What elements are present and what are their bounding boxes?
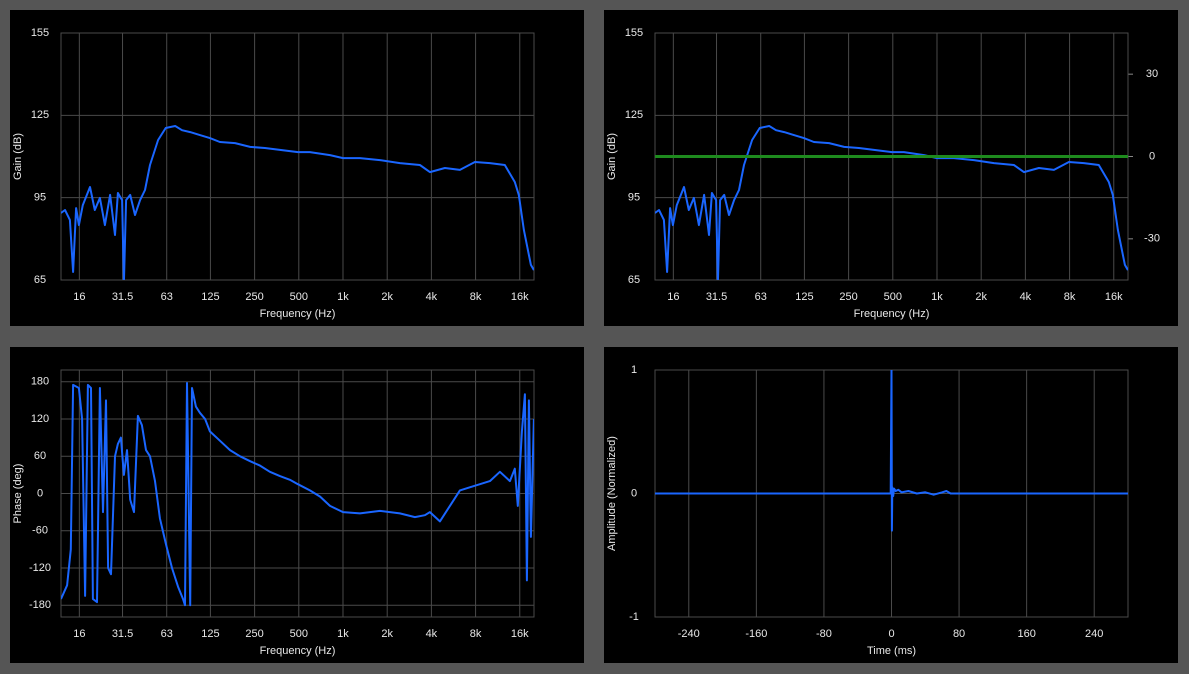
x-tick-label: 250 [839, 291, 857, 303]
x-tick-label: 16 [73, 291, 85, 303]
y-axis-label: Amplitude (Normalized) [606, 436, 618, 551]
x-tick-label: 63 [161, 628, 173, 640]
x-tick-label: 63 [161, 291, 173, 303]
x-tick-label: 1k [337, 291, 349, 303]
y-tick-label: 125 [31, 109, 49, 121]
x-tick-label: 80 [953, 628, 965, 640]
y-axis-label: Gain (dB) [12, 133, 24, 180]
x-tick-label: 16k [511, 628, 529, 640]
x-tick-label: 500 [290, 291, 308, 303]
x-tick-label: 500 [290, 628, 308, 640]
plot-frame [60, 369, 535, 618]
x-tick-label: 16k [511, 291, 529, 303]
panel-background [604, 10, 1178, 326]
y2-tick-label: -30 [1144, 233, 1160, 245]
x-tick-label: 63 [755, 291, 767, 303]
y-tick-label: 0 [37, 487, 43, 499]
y-tick-label: 180 [31, 376, 49, 388]
x-tick-label: 125 [795, 291, 813, 303]
x-tick-label: 1k [931, 291, 943, 303]
x-tick-label: -160 [745, 628, 767, 640]
chart-panel: 16 31.5 63 125 250 500 1k 2k 4k 8k 16k 155 125 95 65 30… [604, 10, 1178, 326]
y-tick-label: -60 [32, 525, 48, 537]
x-tick-label: 8k [470, 291, 482, 303]
x-tick-label: 240 [1085, 628, 1103, 640]
y2-tick-label: 30 [1146, 68, 1158, 80]
x-tick-label: 500 [884, 291, 902, 303]
x-axis-label: Frequency (Hz) [854, 308, 930, 320]
chart-panel: -240 -160 -80 0 80 160 240 1 0 -1 Time (ms) Amplitu… [604, 347, 1178, 663]
y-axis-label: Gain (dB) [606, 133, 618, 180]
x-tick-label: 31.5 [112, 628, 133, 640]
data-line [61, 382, 534, 607]
y-tick-label: 60 [34, 450, 46, 462]
x-tick-label: 0 [888, 628, 894, 640]
panel-background [10, 10, 584, 326]
chart-panel: 16 31.5 63 125 250 500 1k 2k 4k 8k 16k 155 125 95 65 Fr… [10, 10, 584, 326]
x-tick-label: 16 [667, 291, 679, 303]
y-tick-label: 65 [34, 274, 46, 286]
x-tick-label: 1k [337, 628, 349, 640]
x-tick-label: 160 [1017, 628, 1035, 640]
y-tick-label: 95 [34, 192, 46, 204]
x-tick-label: 31.5 [706, 291, 727, 303]
y-tick-label: 65 [628, 274, 640, 286]
y-tick-label: -180 [29, 599, 51, 611]
y-tick-label: 0 [631, 487, 637, 499]
x-tick-label: 2k [381, 291, 393, 303]
x-tick-label: 125 [201, 628, 219, 640]
x-tick-label: 125 [201, 291, 219, 303]
x-tick-label: 16 [73, 628, 85, 640]
y-tick-label: 155 [625, 27, 643, 39]
x-tick-label: 4k [1020, 291, 1032, 303]
x-tick-label: -240 [678, 628, 700, 640]
x-tick-label: 16k [1105, 291, 1123, 303]
x-tick-label: 250 [245, 628, 263, 640]
x-tick-label: 8k [1064, 291, 1076, 303]
data-line [655, 370, 1128, 532]
x-tick-label: 2k [975, 291, 987, 303]
y-tick-label: 120 [31, 413, 49, 425]
y-tick-label: -120 [29, 562, 51, 574]
x-tick-label: 250 [245, 291, 263, 303]
plot-frame [60, 32, 535, 281]
panel-background [10, 347, 584, 663]
data-line [655, 125, 1128, 280]
x-axis-label: Frequency (Hz) [260, 645, 336, 657]
x-tick-label: -80 [816, 628, 832, 640]
x-axis-label: Time (ms) [867, 645, 916, 657]
x-tick-label: 31.5 [112, 291, 133, 303]
x-axis-label: Frequency (Hz) [260, 308, 336, 320]
y-tick-label: 95 [628, 192, 640, 204]
chart-panel: 16 31.5 63 125 250 500 1k 2k 4k 8k 16k 180 120 60 0 -60… [10, 347, 584, 663]
y-tick-label: 1 [631, 364, 637, 376]
y2-tick-label: 0 [1149, 150, 1155, 162]
x-tick-label: 2k [381, 628, 393, 640]
data-line [61, 125, 534, 280]
x-tick-label: 8k [470, 628, 482, 640]
y-tick-label: 125 [625, 109, 643, 121]
y-axis-label: Phase (deg) [12, 464, 24, 524]
y-tick-label: -1 [629, 611, 639, 623]
x-tick-label: 4k [426, 628, 438, 640]
x-tick-label: 4k [426, 291, 438, 303]
y-tick-label: 155 [31, 27, 49, 39]
